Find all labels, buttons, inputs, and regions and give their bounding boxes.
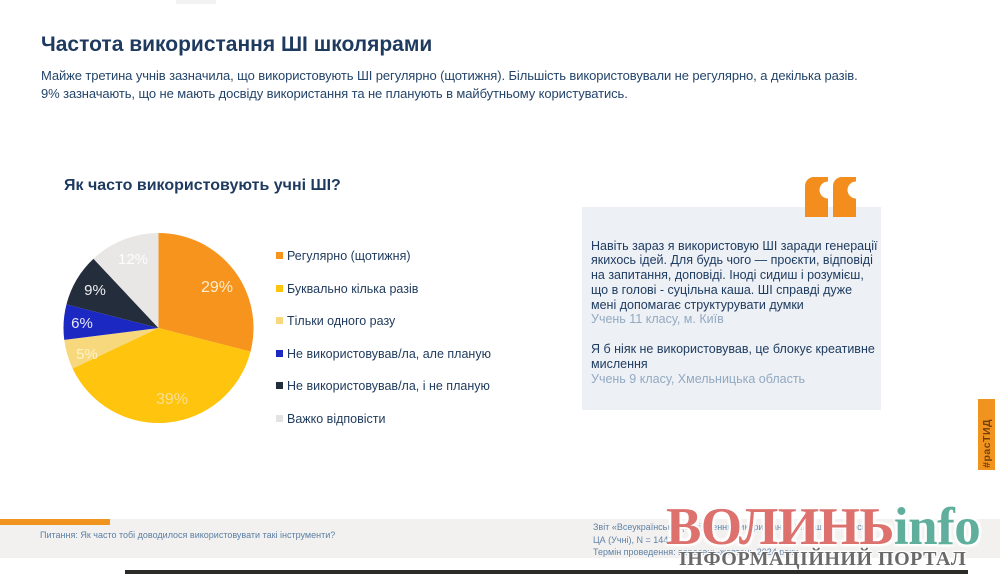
svg-text:12%: 12% (118, 251, 148, 268)
svg-text:9%: 9% (84, 282, 106, 299)
svg-text:5%: 5% (76, 346, 98, 363)
svg-text:6%: 6% (71, 315, 93, 332)
svg-text:39%: 39% (156, 391, 188, 408)
svg-text:29%: 29% (201, 279, 233, 296)
